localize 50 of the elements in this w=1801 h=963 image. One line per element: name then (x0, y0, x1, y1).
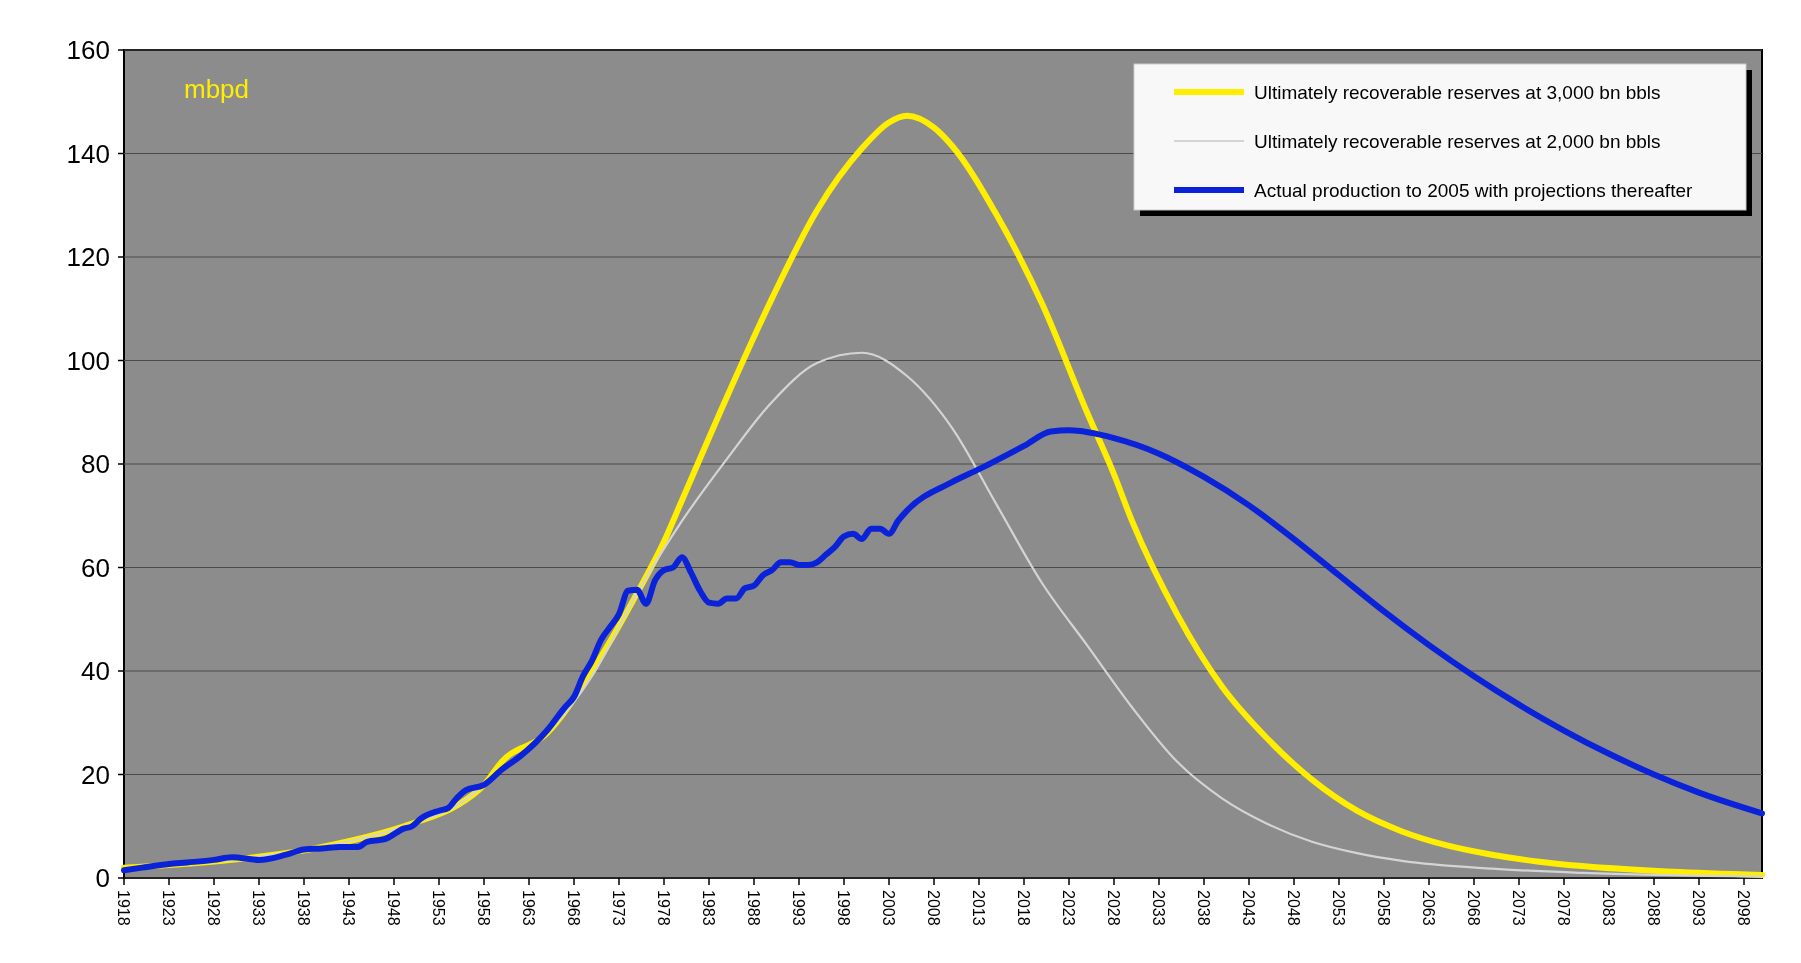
legend-label: Actual production to 2005 with projections thereafter (1254, 179, 1693, 201)
y-tick-label: 140 (66, 138, 110, 169)
x-tick-label: 1978 (655, 890, 673, 926)
x-tick-label: 1958 (475, 890, 493, 926)
x-tick-label: 1923 (160, 890, 178, 926)
x-tick-label: 2063 (1420, 890, 1438, 926)
x-tick-label: 1953 (430, 890, 448, 926)
x-tick-label: 2083 (1600, 890, 1618, 926)
y-tick-label: 40 (81, 656, 110, 687)
y-tick-label: 160 (66, 35, 110, 66)
x-tick-label: 2078 (1555, 890, 1573, 926)
x-tick-label: 1963 (520, 890, 538, 926)
x-tick-label: 1943 (340, 890, 358, 926)
y-tick-label: 60 (81, 552, 110, 583)
x-tick-label: 2058 (1375, 890, 1393, 926)
x-tick-label: 1983 (700, 890, 718, 926)
x-tick-label: 1993 (790, 890, 808, 926)
y-tick-label: 20 (81, 759, 110, 790)
x-tick-label: 1973 (610, 890, 628, 926)
legend-label: Ultimately recoverable reserves at 2,000 bn bbls (1254, 130, 1661, 152)
x-tick-label: 1968 (565, 890, 583, 926)
x-tick-label: 2098 (1735, 890, 1753, 926)
x-tick-label: 1948 (385, 890, 403, 926)
x-tick-label: 2013 (970, 890, 988, 926)
x-tick-label: 2003 (880, 890, 898, 926)
legend-label: Ultimately recoverable reserves at 3,000 bn bbls (1254, 81, 1661, 103)
x-tick-label: 1988 (745, 890, 763, 926)
y-tick-label: 80 (81, 449, 110, 480)
y-tick-label: 0 (95, 863, 110, 894)
x-tick-label: 1933 (250, 890, 268, 926)
x-tick-label: 2023 (1060, 890, 1078, 926)
x-tick-label: 2018 (1015, 890, 1033, 926)
x-tick-label: 2073 (1510, 890, 1528, 926)
x-tick-label: 2028 (1105, 890, 1123, 926)
x-tick-label: 2043 (1240, 890, 1258, 926)
x-tick-label: 2093 (1690, 890, 1708, 926)
x-tick-label: 2038 (1195, 890, 1213, 926)
x-tick-label: 1998 (835, 890, 853, 926)
annotation: mbpd (184, 74, 250, 104)
x-tick-label: 1928 (205, 890, 223, 926)
y-tick-label: 100 (66, 345, 110, 376)
y-tick-label: 120 (66, 242, 110, 273)
x-tick-label: 2008 (925, 890, 943, 926)
x-tick-label: 2048 (1285, 890, 1303, 926)
x-tick-label: 2033 (1150, 890, 1168, 926)
x-tick-label: 1938 (295, 890, 313, 926)
x-tick-label: 2088 (1645, 890, 1663, 926)
x-tick-label: 2053 (1330, 890, 1348, 926)
x-tick-label: 2068 (1465, 890, 1483, 926)
x-tick-label: 1918 (115, 890, 133, 926)
